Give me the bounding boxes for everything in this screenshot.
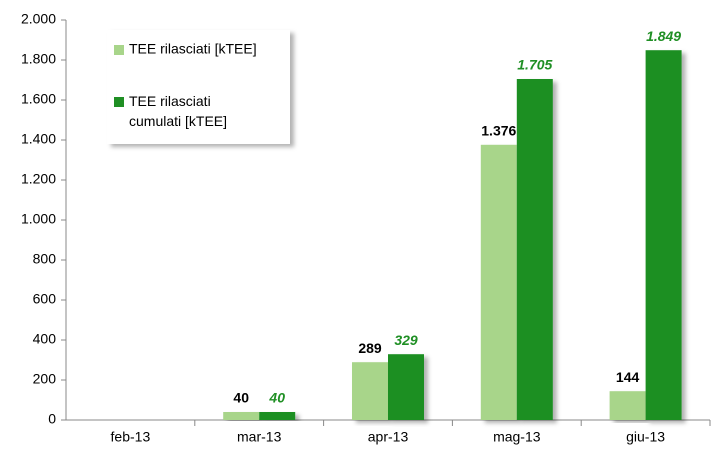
y-tick-label: 600	[33, 291, 57, 307]
data-label: 289	[358, 340, 382, 356]
data-label: 40	[233, 390, 249, 406]
y-tick-label: 1.600	[21, 91, 56, 107]
y-tick-label: 200	[33, 371, 57, 387]
x-tick-label: mag-13	[493, 429, 541, 445]
data-label: 1.849	[646, 28, 681, 44]
y-tick-label: 800	[33, 251, 57, 267]
legend-label: TEE rilasciati cumulati [kTEE]	[129, 93, 227, 129]
y-tick-label: 1.400	[21, 131, 56, 147]
bar	[352, 362, 388, 420]
bar	[609, 391, 646, 420]
y-tick-label: 1.000	[21, 211, 56, 227]
y-tick-label: 0	[48, 411, 56, 427]
data-label: 144	[616, 369, 640, 385]
y-tick-label: 1.800	[21, 51, 56, 67]
bar	[259, 412, 296, 420]
x-tick-label: apr-13	[368, 429, 409, 445]
bar	[516, 79, 553, 420]
data-label: 40	[268, 390, 285, 406]
x-tick-label: mar-13	[237, 429, 282, 445]
bar	[480, 144, 517, 421]
y-tick-label: 2.000	[21, 11, 56, 27]
data-label: 329	[394, 332, 418, 348]
y-tick-label: 400	[33, 331, 57, 347]
legend-swatch	[114, 97, 124, 107]
bar	[223, 412, 260, 420]
legend-swatch	[114, 45, 124, 55]
legend-box	[107, 30, 290, 144]
bar	[388, 354, 424, 420]
data-label: 1.376	[481, 123, 516, 139]
x-tick-label: feb-13	[111, 429, 151, 445]
y-tick-label: 1.200	[21, 171, 56, 187]
x-tick-label: giu-13	[626, 429, 665, 445]
legend-label: TEE rilasciati [kTEE]	[129, 41, 257, 57]
data-label: 1.705	[517, 57, 552, 73]
bar	[645, 50, 682, 420]
